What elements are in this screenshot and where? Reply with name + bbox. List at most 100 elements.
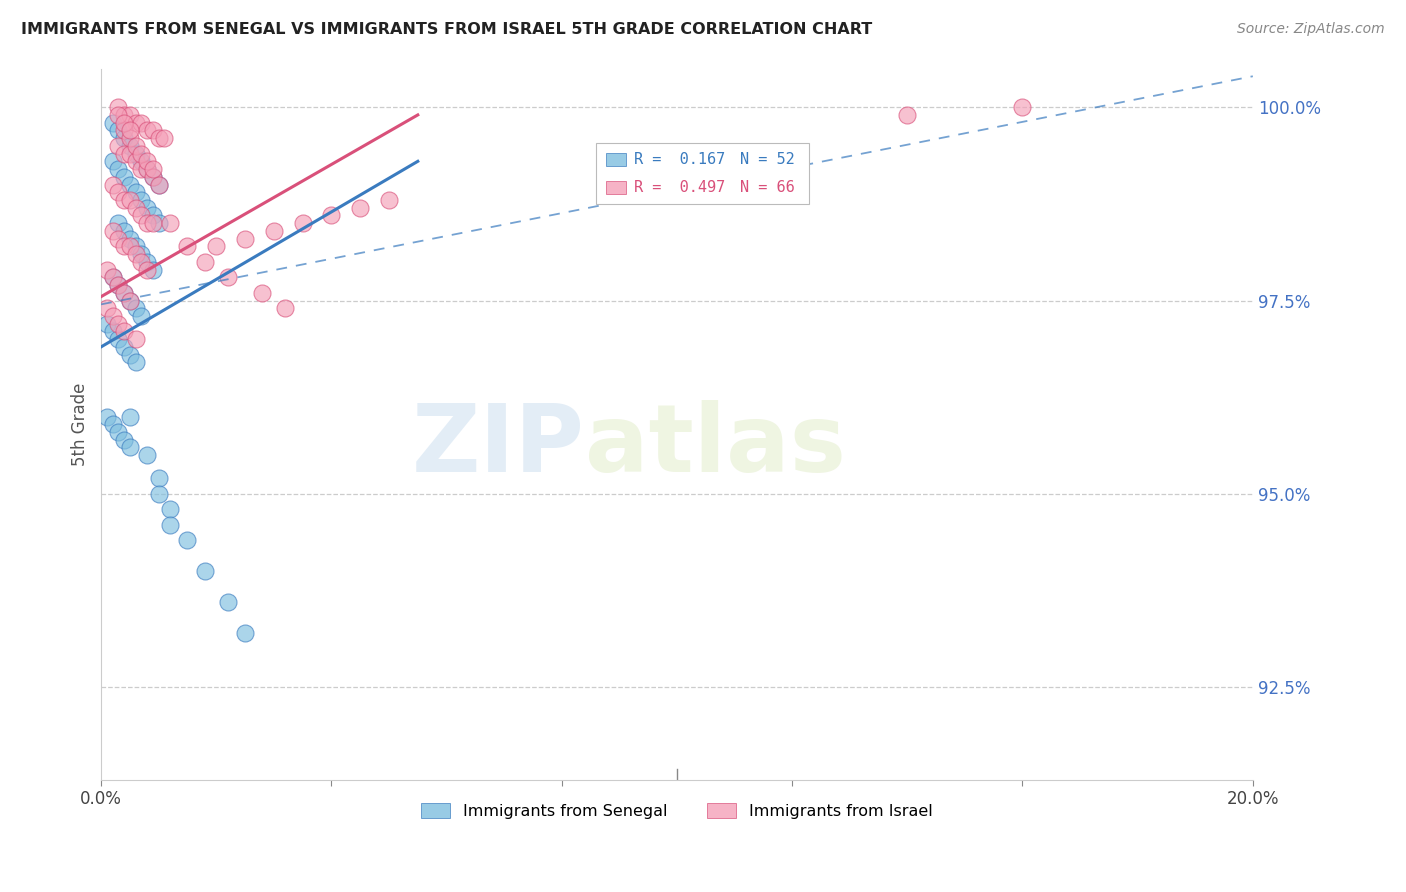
FancyBboxPatch shape xyxy=(596,144,810,203)
Point xyxy=(118,409,141,424)
Point xyxy=(118,441,141,455)
Y-axis label: 5th Grade: 5th Grade xyxy=(72,383,89,466)
Point xyxy=(194,564,217,578)
Point xyxy=(118,232,141,246)
Point xyxy=(159,502,181,516)
Point xyxy=(233,232,256,246)
Legend: Immigrants from Senegal, Immigrants from Israel: Immigrants from Senegal, Immigrants from… xyxy=(415,797,939,825)
Point xyxy=(107,186,129,200)
Point xyxy=(131,209,153,223)
Point xyxy=(118,123,141,137)
Point xyxy=(274,301,297,316)
Point xyxy=(112,433,135,447)
Point xyxy=(153,131,176,145)
Point xyxy=(107,100,129,114)
Point xyxy=(159,517,181,532)
Point xyxy=(118,348,141,362)
Text: IMMIGRANTS FROM SENEGAL VS IMMIGRANTS FROM ISRAEL 5TH GRADE CORRELATION CHART: IMMIGRANTS FROM SENEGAL VS IMMIGRANTS FR… xyxy=(21,22,872,37)
Point xyxy=(194,255,217,269)
Point xyxy=(107,425,129,439)
Point xyxy=(142,169,165,184)
Point xyxy=(136,255,159,269)
Point xyxy=(136,262,159,277)
Point xyxy=(136,123,159,137)
Point xyxy=(176,239,198,253)
Text: atlas: atlas xyxy=(585,400,846,491)
Point xyxy=(96,301,118,316)
Point xyxy=(148,471,170,485)
Point xyxy=(124,355,146,369)
Point xyxy=(101,224,124,238)
Point xyxy=(1011,100,1033,114)
Point xyxy=(131,162,153,177)
Point xyxy=(101,309,124,323)
Point xyxy=(176,533,198,548)
Point xyxy=(124,139,146,153)
FancyBboxPatch shape xyxy=(606,181,626,194)
Point xyxy=(101,417,124,432)
Point xyxy=(107,162,129,177)
Point xyxy=(148,178,170,192)
Point xyxy=(142,169,165,184)
Text: N = 66: N = 66 xyxy=(741,180,794,194)
Point xyxy=(148,131,170,145)
Point xyxy=(124,239,146,253)
Point xyxy=(131,255,153,269)
Point xyxy=(107,216,129,230)
Point xyxy=(142,162,165,177)
Point xyxy=(101,270,124,285)
Point xyxy=(96,317,118,331)
Point xyxy=(252,285,274,300)
Text: Source: ZipAtlas.com: Source: ZipAtlas.com xyxy=(1237,22,1385,37)
Point xyxy=(112,224,135,238)
Point xyxy=(107,232,129,246)
Point xyxy=(124,116,146,130)
Point xyxy=(101,270,124,285)
Point xyxy=(118,108,141,122)
Point xyxy=(112,340,135,354)
Point xyxy=(131,193,153,207)
Point xyxy=(107,278,129,293)
Point xyxy=(107,317,129,331)
Point xyxy=(107,108,129,122)
Point xyxy=(217,270,239,285)
Point xyxy=(118,178,141,192)
Point xyxy=(112,169,135,184)
Point xyxy=(142,262,165,277)
Point xyxy=(107,332,129,346)
Point xyxy=(124,186,146,200)
FancyBboxPatch shape xyxy=(606,153,626,166)
Point xyxy=(124,332,146,346)
Point xyxy=(96,262,118,277)
Point xyxy=(118,293,141,308)
Point xyxy=(148,216,170,230)
Text: R =  0.497: R = 0.497 xyxy=(634,180,725,194)
Point xyxy=(118,293,141,308)
Point xyxy=(124,201,146,215)
Point xyxy=(112,108,135,122)
Point xyxy=(112,239,135,253)
Point xyxy=(136,201,159,215)
Point xyxy=(142,123,165,137)
Point xyxy=(118,131,141,145)
Point xyxy=(136,154,159,169)
Point xyxy=(159,216,181,230)
Point xyxy=(148,178,170,192)
Point xyxy=(112,325,135,339)
Point xyxy=(118,239,141,253)
Point xyxy=(112,193,135,207)
Text: ZIP: ZIP xyxy=(412,400,585,491)
Point xyxy=(118,193,141,207)
Point xyxy=(136,162,159,177)
Point xyxy=(205,239,228,253)
Point xyxy=(142,209,165,223)
Point xyxy=(131,146,153,161)
Point xyxy=(124,154,146,169)
Point xyxy=(136,162,159,177)
Point xyxy=(107,123,129,137)
Point xyxy=(96,409,118,424)
Point xyxy=(101,178,124,192)
Point xyxy=(124,247,146,261)
Point xyxy=(136,448,159,462)
Point xyxy=(131,247,153,261)
